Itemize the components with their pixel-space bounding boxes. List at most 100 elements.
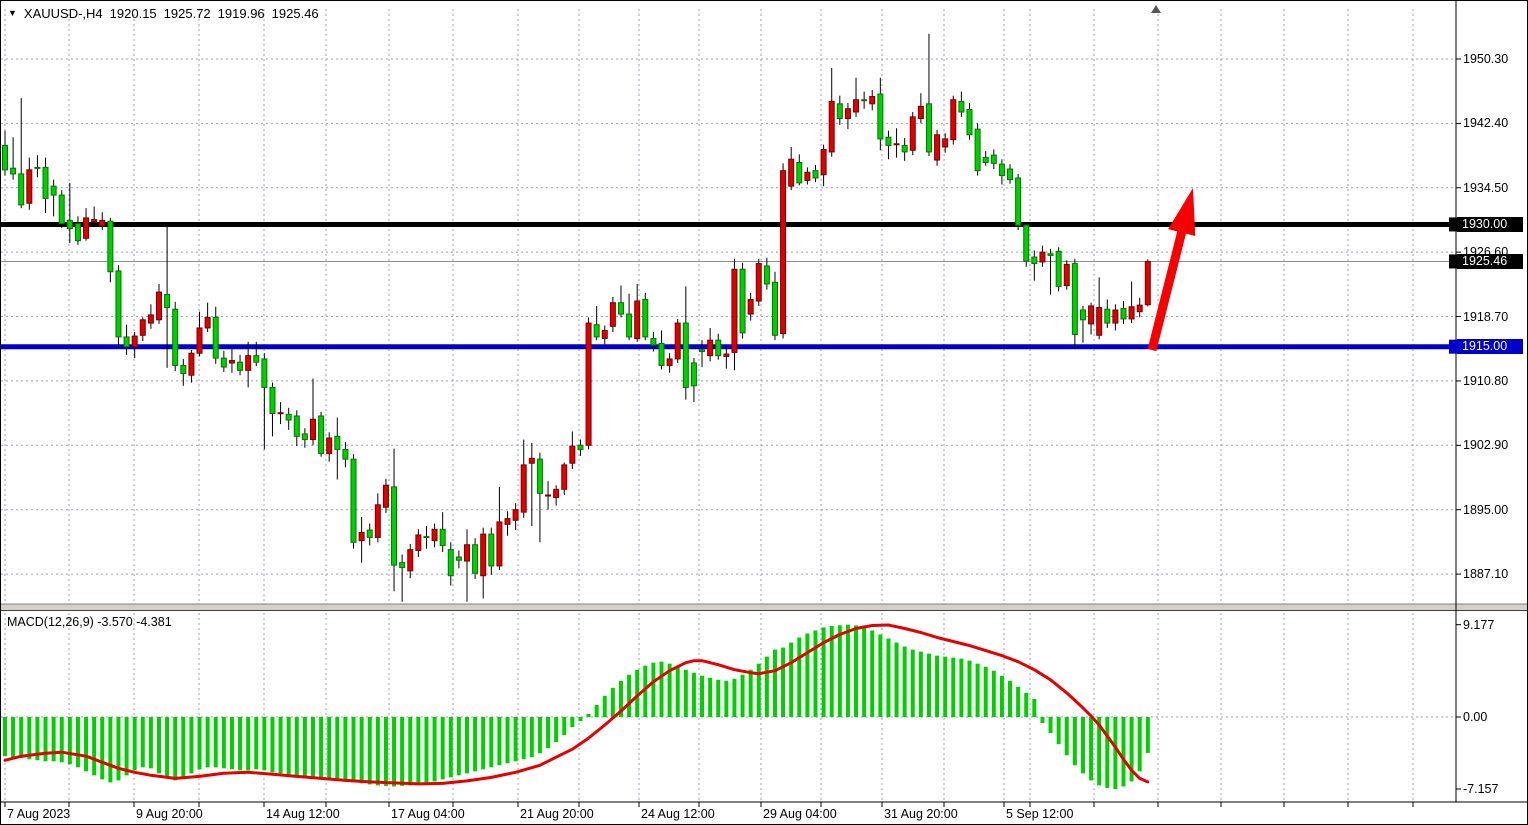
candle-body (455, 556, 462, 561)
macd-histogram-bar (764, 656, 769, 717)
candle-body (1120, 307, 1127, 320)
macd-histogram-bar (554, 717, 559, 743)
quote-low: 1919.96 (217, 6, 265, 21)
candle-body (934, 134, 941, 161)
candle-body (42, 166, 49, 199)
candle-body (196, 327, 203, 354)
candle-body (617, 302, 624, 315)
macd-histogram-bar (967, 660, 972, 717)
macd-histogram-bar (278, 717, 283, 774)
macd-histogram-bar (610, 687, 615, 717)
candle-body (593, 324, 600, 338)
macd-histogram-bar (1113, 717, 1118, 789)
time-axis-label: 31 Aug 20:00 (884, 807, 958, 821)
candle-body (974, 128, 981, 172)
macd-histogram-bar (416, 717, 421, 785)
candle-body (877, 93, 884, 140)
macd-histogram-bar (424, 717, 429, 783)
candle-body (917, 105, 924, 119)
candle-body (1104, 308, 1111, 324)
candle-body (253, 355, 260, 363)
candle-body (682, 322, 689, 388)
macd-histogram-bar (489, 717, 494, 768)
candle-body (10, 167, 17, 175)
candle-body (1007, 168, 1014, 181)
candle-body (472, 544, 479, 574)
candle-body (901, 144, 908, 153)
arrow-annotation-shaft[interactable] (1147, 229, 1187, 352)
macd-histogram-bar (124, 717, 129, 776)
macd-histogram-bar (27, 717, 32, 760)
candle-body (658, 342, 665, 366)
candle-body (528, 457, 535, 464)
candle-body (277, 412, 284, 415)
candle-body (585, 322, 592, 446)
candle-body (423, 536, 430, 539)
price-axis-label: 1942.40 (1463, 116, 1509, 131)
candle-body (561, 464, 568, 490)
macd-histogram-bar (829, 625, 834, 717)
macd-histogram-bar (448, 717, 453, 778)
candle-body (439, 528, 446, 547)
candle-body (107, 220, 114, 273)
candle-body (237, 361, 244, 371)
candle-body (885, 136, 892, 146)
candle-body (358, 532, 365, 542)
pane-separator[interactable] (1, 604, 1528, 610)
candle-body (780, 170, 787, 335)
macd-histogram-bar (1008, 680, 1013, 717)
macd-histogram-bar (513, 717, 518, 762)
symbol-dropdown-icon[interactable]: ▼ (8, 8, 17, 18)
macd-histogram-bar (262, 717, 267, 771)
candle-body (853, 99, 860, 113)
macd-histogram-bar (464, 717, 469, 774)
macd-histogram-bar (1089, 717, 1094, 781)
arrow-annotation-head[interactable] (1168, 188, 1196, 237)
candle-body (1055, 250, 1062, 287)
candle-body (796, 162, 803, 184)
candle-body (480, 533, 487, 577)
price-axis-label: 1902.90 (1463, 438, 1509, 453)
candle-body (601, 329, 608, 340)
candle-body (723, 353, 730, 357)
candle-body (447, 549, 454, 577)
macd-histogram-bar (821, 627, 826, 717)
candle-body (1047, 253, 1054, 256)
shift-marker-icon (1151, 5, 1161, 13)
candle-body (634, 300, 641, 340)
macd-histogram-bar (683, 669, 688, 717)
macd-histogram-bar (140, 717, 145, 768)
candle-body (990, 154, 997, 164)
macd-histogram-bar (75, 717, 80, 768)
candle-body (2, 144, 8, 171)
macd-histogram-bar (691, 672, 696, 717)
macd-histogram-bar (578, 717, 583, 722)
macd-histogram-bar (132, 717, 137, 771)
macd-histogram-bar (797, 637, 802, 717)
macd-histogram-bar (521, 717, 526, 760)
candle-body (642, 298, 649, 338)
candle-body (966, 109, 973, 136)
macd-histogram-bar (708, 677, 713, 717)
candle-body (1031, 256, 1038, 265)
macd-histogram-bar (886, 638, 891, 717)
macd-histogram-bar (302, 717, 307, 777)
candle-body (228, 360, 235, 364)
candle-body (188, 352, 195, 376)
macd-histogram-bar (643, 665, 648, 717)
candle-body (755, 263, 762, 302)
candle-body (204, 316, 211, 329)
macd-histogram-bar (270, 717, 275, 773)
candle-body (180, 364, 187, 375)
candle-body (731, 268, 738, 353)
macd-histogram-bar (375, 717, 380, 786)
candle-body (1063, 263, 1070, 287)
candle-body (788, 158, 795, 187)
candle-body (83, 217, 90, 239)
candle-body (99, 219, 106, 227)
macd-histogram-bar (667, 663, 672, 717)
candle-body (293, 415, 300, 437)
candle-body (334, 435, 341, 450)
macd-histogram-bar (562, 717, 567, 736)
